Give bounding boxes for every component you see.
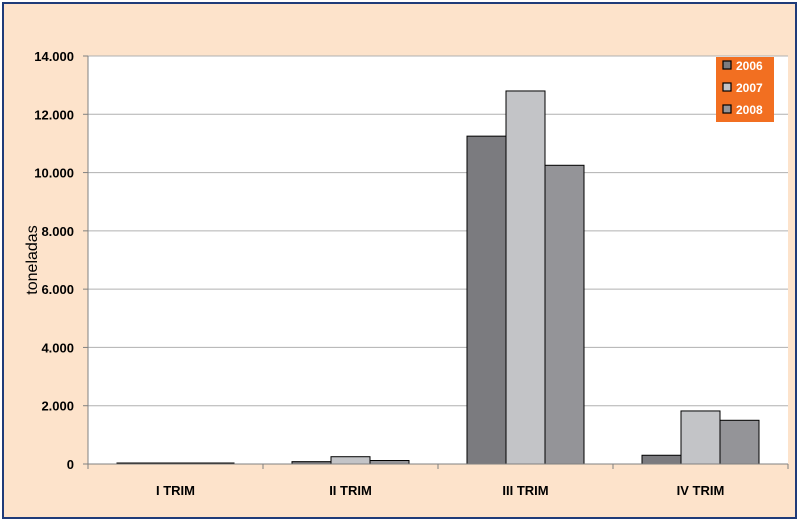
plot-area bbox=[88, 56, 788, 464]
bar bbox=[680, 410, 721, 465]
legend-swatch bbox=[722, 104, 732, 114]
legend-swatch bbox=[722, 60, 732, 70]
x-tick-label: IV TRIM bbox=[677, 483, 725, 498]
y-axis-title: toneladas bbox=[24, 225, 41, 294]
x-tick-label: II TRIM bbox=[329, 483, 372, 498]
gridlines bbox=[83, 55, 788, 465]
y-tick-label: 4.000 bbox=[41, 340, 74, 355]
y-tick-label: 12.000 bbox=[34, 107, 74, 122]
y-tick-label: 2.000 bbox=[41, 399, 74, 414]
bars bbox=[116, 90, 760, 465]
legend-label: 2007 bbox=[736, 81, 763, 95]
bar bbox=[330, 456, 371, 465]
bar bbox=[641, 454, 682, 465]
axes bbox=[87, 56, 789, 469]
bar bbox=[369, 460, 410, 465]
legend-swatch bbox=[722, 82, 732, 92]
y-tick-label: 0 bbox=[67, 457, 74, 472]
y-tick-label: 8.000 bbox=[41, 224, 74, 239]
y-tick-label: 6.000 bbox=[41, 282, 74, 297]
legend-label: 2008 bbox=[736, 103, 763, 117]
x-tick-label: I TRIM bbox=[156, 483, 195, 498]
y-tick-labels: 0 2.000 4.000 6.000 8.000 10.000 12.000 14.000 bbox=[34, 49, 74, 472]
legend-label: 2006 bbox=[736, 59, 763, 73]
y-tick-label: 14.000 bbox=[34, 49, 74, 64]
y-tick-label: 10.000 bbox=[34, 166, 74, 181]
bar bbox=[505, 90, 546, 465]
x-tick-label: III TRIM bbox=[502, 483, 548, 498]
x-tick-labels: I TRIM II TRIM III TRIM IV TRIM bbox=[156, 483, 724, 498]
bar bbox=[719, 419, 760, 465]
bar bbox=[544, 164, 585, 465]
legend: 2006 2007 2008 bbox=[716, 57, 774, 122]
bar bbox=[466, 135, 507, 465]
